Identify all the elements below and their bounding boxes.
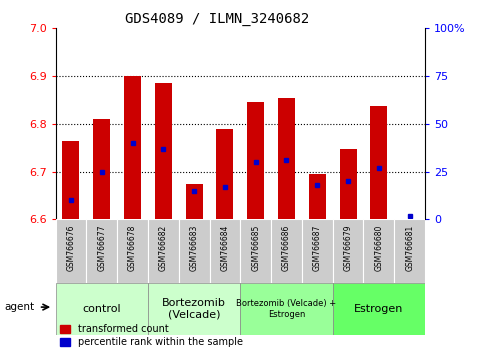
- Text: GSM766676: GSM766676: [67, 224, 75, 271]
- Bar: [86, 219, 117, 283]
- Bar: [117, 219, 148, 283]
- Text: GSM766680: GSM766680: [374, 224, 384, 271]
- Bar: [247, 102, 264, 219]
- Text: GSM766677: GSM766677: [97, 224, 106, 271]
- Text: GSM766681: GSM766681: [405, 224, 414, 271]
- Text: Bortezomib
(Velcade): Bortezomib (Velcade): [162, 298, 226, 320]
- Bar: [62, 141, 79, 219]
- Bar: [309, 174, 326, 219]
- Text: GSM766682: GSM766682: [159, 224, 168, 271]
- Bar: [240, 219, 271, 283]
- Text: GSM766687: GSM766687: [313, 224, 322, 271]
- Legend: transformed count, percentile rank within the sample: transformed count, percentile rank withi…: [60, 325, 243, 347]
- Text: Estrogen: Estrogen: [354, 304, 403, 314]
- Bar: [394, 219, 425, 283]
- Bar: [333, 283, 425, 335]
- Bar: [148, 219, 179, 283]
- Text: GSM766683: GSM766683: [190, 224, 199, 271]
- Bar: [93, 119, 110, 219]
- Bar: [56, 219, 86, 283]
- Text: GSM766684: GSM766684: [220, 224, 229, 271]
- Bar: [179, 219, 210, 283]
- Text: GSM766678: GSM766678: [128, 224, 137, 271]
- Text: control: control: [83, 304, 121, 314]
- Text: GSM766685: GSM766685: [251, 224, 260, 271]
- Bar: [185, 184, 202, 219]
- Text: GSM766686: GSM766686: [282, 224, 291, 271]
- Bar: [210, 219, 240, 283]
- Bar: [148, 283, 241, 335]
- Bar: [56, 283, 148, 335]
- Bar: [271, 219, 302, 283]
- Bar: [302, 219, 333, 283]
- Bar: [333, 219, 364, 283]
- Text: GDS4089 / ILMN_3240682: GDS4089 / ILMN_3240682: [125, 12, 310, 27]
- Text: agent: agent: [5, 302, 35, 312]
- Bar: [124, 76, 141, 219]
- Bar: [364, 219, 394, 283]
- Bar: [278, 98, 295, 219]
- Bar: [155, 83, 172, 219]
- Bar: [216, 129, 233, 219]
- Bar: [240, 283, 333, 335]
- Bar: [340, 149, 356, 219]
- Bar: [370, 106, 387, 219]
- Text: Bortezomib (Velcade) +
Estrogen: Bortezomib (Velcade) + Estrogen: [236, 299, 337, 319]
- Text: GSM766679: GSM766679: [343, 224, 353, 271]
